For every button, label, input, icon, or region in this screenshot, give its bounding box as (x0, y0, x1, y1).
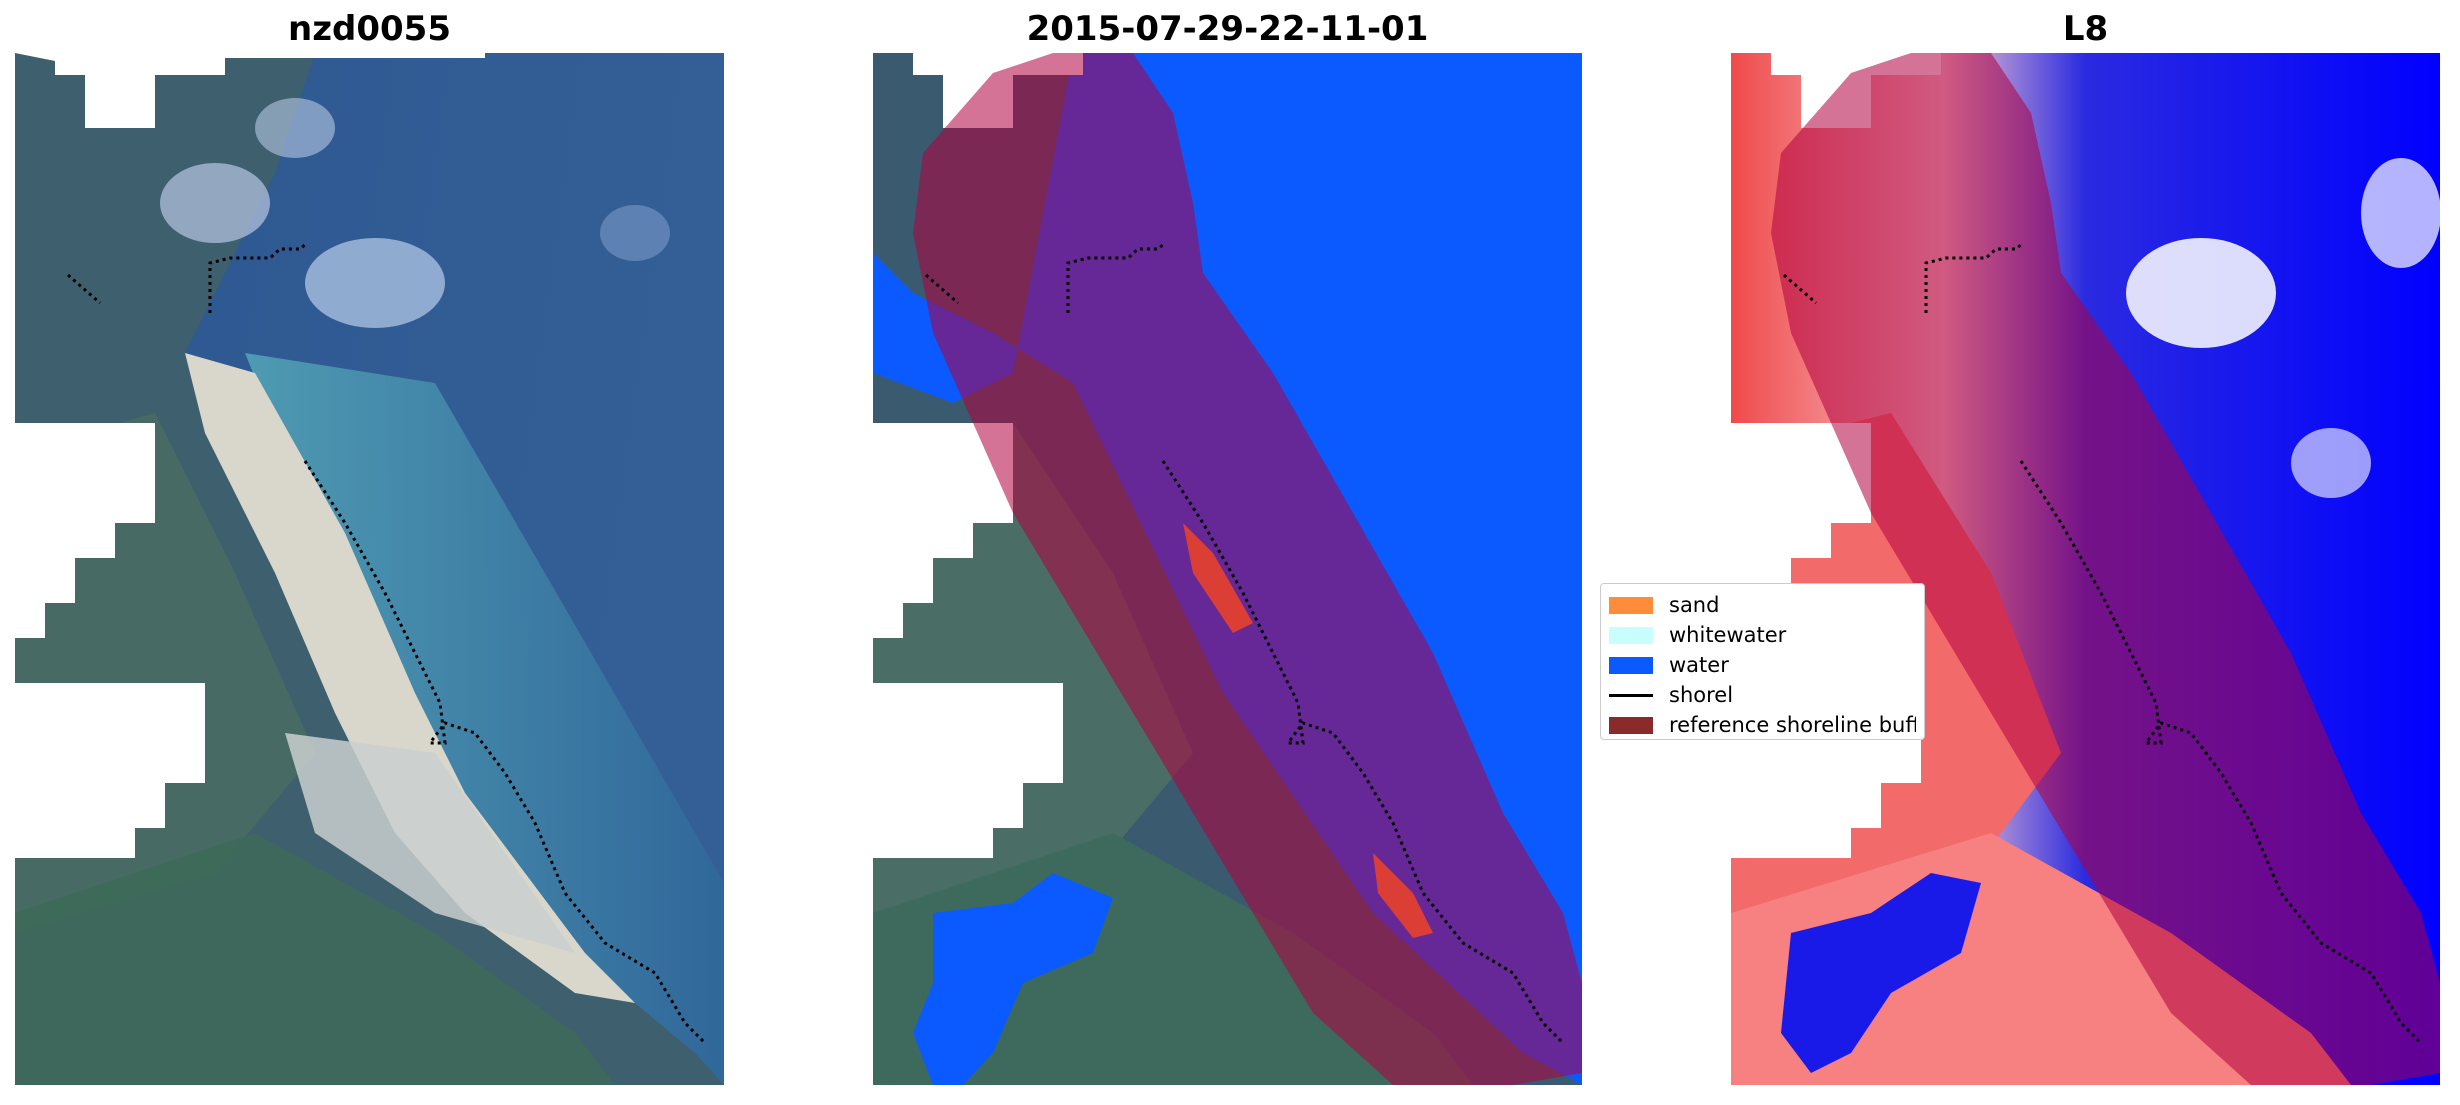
legend-label: shorel (1669, 683, 1734, 707)
legend-item-sand: sand (1609, 590, 1916, 620)
legend-swatch-whitewater (1609, 626, 1653, 644)
panel-title-index: L8 (2062, 9, 2109, 49)
legend-line-shoreline (1609, 693, 1653, 697)
panel-title-rgb: nzd0055 (288, 9, 451, 49)
legend: sand whitewater water shorel reference s… (1600, 583, 1925, 740)
legend-label: water (1669, 653, 1729, 677)
rgb-satellite-image (15, 53, 724, 1085)
legend-item-shoreline: shorel (1609, 680, 1916, 710)
legend-label: whitewater (1669, 623, 1787, 647)
legend-item-water: water (1609, 650, 1916, 680)
index-image-panel (1731, 53, 2440, 1085)
legend-item-buffer: reference shoreline buffe (1609, 710, 1916, 740)
legend-swatch-water (1609, 656, 1653, 674)
classified-image (873, 53, 1582, 1085)
classified-image-panel (873, 53, 1582, 1085)
index-image (1731, 53, 2440, 1085)
legend-label: reference shoreline buffe (1669, 713, 1916, 737)
legend-label: sand (1669, 593, 1720, 617)
rgb-image-panel (15, 53, 724, 1085)
legend-item-whitewater: whitewater (1609, 620, 1916, 650)
legend-swatch-sand (1609, 596, 1653, 614)
panel-title-classified: 2015-07-29-22-11-01 (1026, 9, 1429, 49)
legend-swatch-buffer (1609, 716, 1653, 734)
